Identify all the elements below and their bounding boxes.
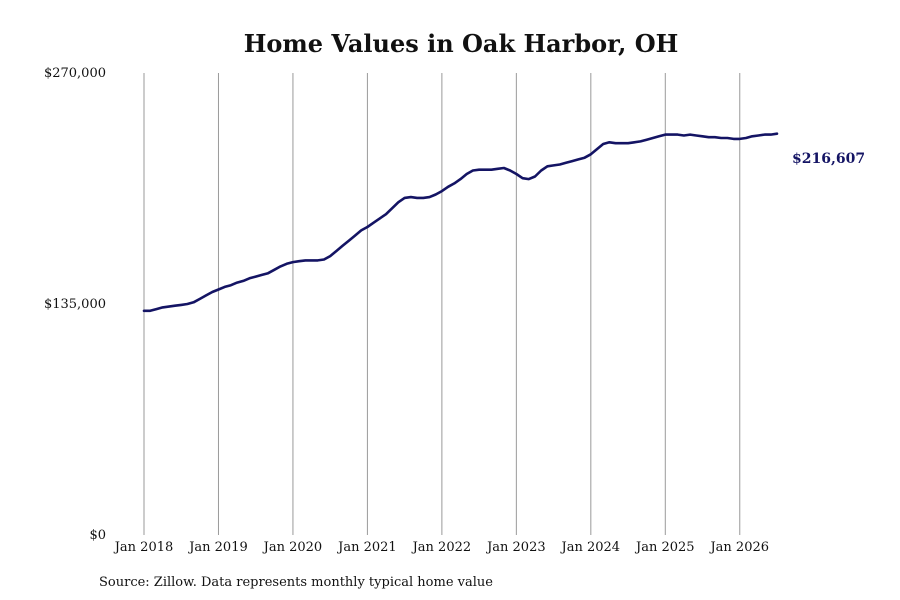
x-tick-label: Jan 2025 [634,540,695,555]
source-note: Source: Zillow. Data represents monthly … [99,575,493,590]
series-line-home-value [142,132,779,313]
x-tick-label: Jan 2024 [560,540,621,555]
x-tick-label: Jan 2021 [336,540,397,555]
y-tick-label: $135,000 [44,297,106,312]
x-tick-label: Jan 2022 [411,540,472,555]
end-value-label: $216,607 [792,151,865,167]
x-tick-label: Jan 2019 [187,540,248,555]
y-tick-label: $270,000 [44,66,106,81]
x-tick-label: Jan 2018 [113,540,174,555]
gridlines [143,73,741,535]
y-axis-ticks: $0 $135,000 $270,000 [44,66,106,543]
x-tick-label: Jan 2026 [708,540,769,555]
chart-title: Home Values in Oak Harbor, OH [244,29,679,58]
x-tick-label: Jan 2023 [485,540,546,555]
x-tick-label: Jan 2020 [262,540,323,555]
x-axis-ticks: Jan 2018 Jan 2019 Jan 2020 Jan 2021 Jan 2022… [113,540,769,555]
y-tick-label: $0 [89,528,106,543]
